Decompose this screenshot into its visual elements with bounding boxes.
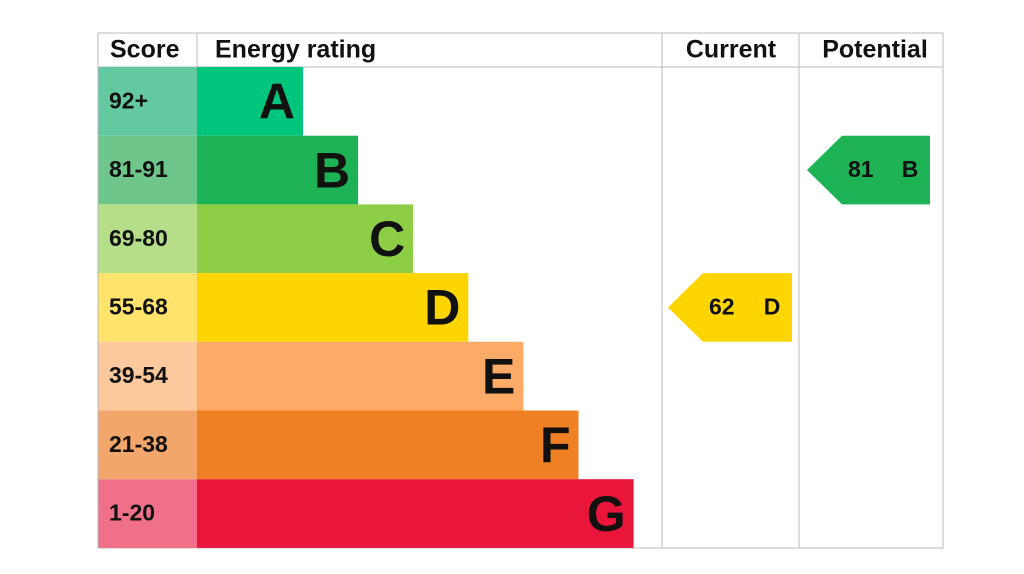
- rating-bar: [197, 479, 634, 548]
- score-range: 39-54: [109, 362, 168, 388]
- rating-bar: [197, 135, 359, 205]
- score-range: 55-68: [109, 294, 168, 320]
- score-cell: [98, 67, 197, 136]
- score-cell: [98, 341, 197, 411]
- rating-bar: [197, 410, 579, 480]
- score-range: 81-91: [109, 156, 168, 182]
- header-rating: Energy rating: [215, 36, 376, 64]
- rating-bar: [197, 273, 469, 342]
- score-range: 69-80: [109, 225, 168, 251]
- rating-letter: F: [540, 417, 571, 473]
- score-range: 1-20: [109, 500, 155, 526]
- rating-letter: D: [424, 280, 460, 336]
- header-current: Current: [686, 36, 777, 64]
- score-cell: [98, 479, 197, 548]
- score-cell: [98, 410, 197, 480]
- rating-bar: [197, 67, 303, 136]
- current-arrow: [668, 273, 792, 342]
- current-value: 62: [709, 294, 735, 320]
- potential-arrow: [807, 135, 930, 205]
- potential-value: 81: [848, 156, 874, 182]
- current-letter: D: [764, 294, 781, 320]
- rating-letter: A: [259, 74, 295, 130]
- table-frame: [97, 32, 944, 549]
- rating-letter: C: [369, 211, 405, 267]
- rating-letter: G: [587, 486, 626, 542]
- score-range: 92+: [109, 87, 148, 113]
- score-range: 21-38: [109, 431, 168, 457]
- potential-letter: B: [902, 156, 919, 182]
- score-cell: [98, 273, 197, 342]
- rating-bar: [197, 204, 414, 274]
- rating-bar: [197, 341, 524, 411]
- header-score: Score: [110, 36, 180, 64]
- score-cell: [98, 204, 197, 274]
- rating-letter: E: [482, 348, 515, 404]
- score-cell: [98, 135, 197, 205]
- header-potential: Potential: [822, 36, 928, 64]
- rating-letter: B: [314, 142, 350, 198]
